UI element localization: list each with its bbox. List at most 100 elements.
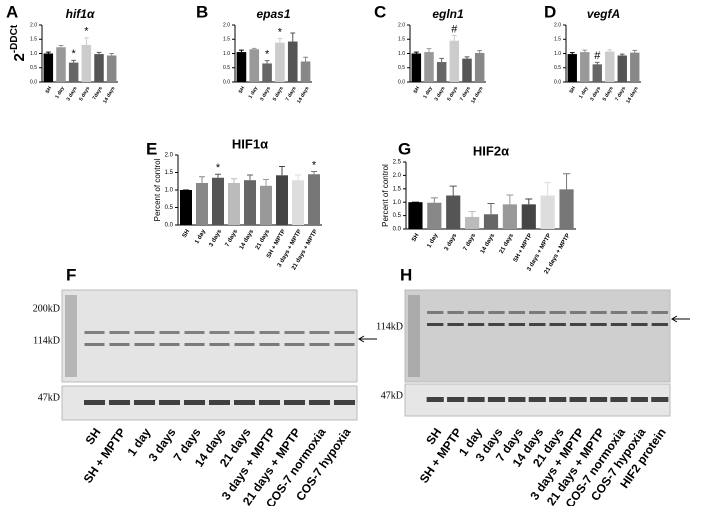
y-tick-label: 2.0 (554, 22, 561, 28)
blot-top (404, 289, 671, 383)
bar (262, 63, 272, 82)
bar (292, 180, 304, 225)
y-tick-label: 1.5 (165, 170, 174, 176)
error-bar (109, 53, 115, 56)
panel-letter: G (398, 139, 411, 158)
band (467, 311, 485, 314)
band (184, 331, 205, 334)
bar (502, 204, 517, 229)
x-tick-label: 1 day (427, 232, 440, 249)
error-bar (45, 51, 51, 54)
band (651, 323, 668, 326)
marker-label: 200kD (33, 303, 60, 314)
bar (68, 62, 79, 82)
panel-letter: B (196, 2, 208, 21)
annotation: # (594, 50, 601, 62)
band (284, 331, 305, 334)
bar (424, 52, 434, 82)
annotation: * (72, 48, 77, 60)
band (259, 343, 280, 346)
y-tick-label: 0.0 (393, 227, 402, 233)
blot-top (61, 289, 358, 383)
y-tick-label: 1.0 (554, 51, 561, 57)
marker-label: 114kD (33, 335, 60, 346)
y-tick-label: 2.0 (393, 173, 402, 179)
chart-title: vegfA (587, 7, 620, 21)
panel-letter: H (400, 265, 412, 284)
x-tick-label: 3 days (589, 85, 602, 102)
band (508, 311, 526, 314)
y-tick-label: 0.0 (398, 79, 405, 85)
band (631, 323, 648, 326)
bar (249, 49, 260, 82)
band (569, 311, 587, 314)
bar (287, 41, 298, 82)
band (549, 323, 566, 326)
ladder (408, 295, 420, 377)
annotation: # (451, 23, 458, 35)
panel-letter: E (146, 139, 157, 158)
bar (81, 44, 92, 82)
band (630, 397, 648, 402)
error-bar (303, 56, 308, 62)
band (508, 397, 526, 402)
error-bar (199, 176, 205, 183)
error-bar (563, 173, 571, 190)
bar (446, 195, 461, 229)
x-tick-label: 14 days (480, 232, 497, 255)
error-bar (632, 49, 638, 53)
y-tick-label: 0.5 (554, 65, 561, 71)
bar (244, 180, 256, 225)
band (334, 400, 355, 405)
band (631, 311, 648, 314)
x-tick-label: 1 day (54, 85, 66, 99)
error-bar (247, 174, 253, 181)
bar (43, 53, 54, 82)
error-bar (430, 197, 438, 203)
error-bar (58, 45, 64, 48)
x-tick-label: 14 days (102, 85, 116, 104)
error-bar (264, 60, 270, 64)
error-bar (231, 178, 237, 183)
band (134, 400, 155, 405)
band (610, 397, 628, 402)
chart-title: epas1 (256, 7, 290, 21)
band (467, 397, 485, 402)
arrow (358, 335, 377, 343)
annotation: * (265, 49, 270, 61)
band (84, 331, 105, 334)
band (159, 343, 180, 346)
y-tick-label: 1.5 (223, 37, 230, 43)
y-tick-label: 2.5 (393, 160, 402, 166)
band (427, 311, 444, 314)
bar (300, 61, 311, 82)
x-tick-label: 1 day (194, 228, 207, 245)
y-tick-label: 1.5 (30, 37, 37, 43)
band (447, 311, 464, 314)
y-tick-label: 2.0 (223, 22, 230, 28)
lane-label: SH (83, 426, 104, 448)
band (529, 311, 546, 314)
x-tick-label: 7 days (285, 85, 298, 102)
band (549, 397, 567, 402)
y-tick-label: 2.0 (30, 22, 37, 28)
bar (449, 40, 460, 82)
error-bar (311, 170, 317, 175)
band (184, 400, 205, 405)
error-bar (619, 53, 625, 56)
band (528, 397, 546, 402)
band (284, 343, 305, 346)
band (109, 400, 130, 405)
arrow (671, 315, 690, 323)
bar (592, 64, 602, 82)
band (209, 343, 230, 346)
annotation: * (278, 26, 283, 38)
error-bar (426, 48, 432, 53)
error-bar (96, 51, 102, 55)
error-bar (506, 194, 514, 205)
band (259, 331, 280, 334)
y-tick-label: 0.0 (223, 79, 230, 85)
band (467, 323, 485, 326)
y-tick-label: 1.0 (398, 51, 405, 57)
band (209, 400, 230, 405)
